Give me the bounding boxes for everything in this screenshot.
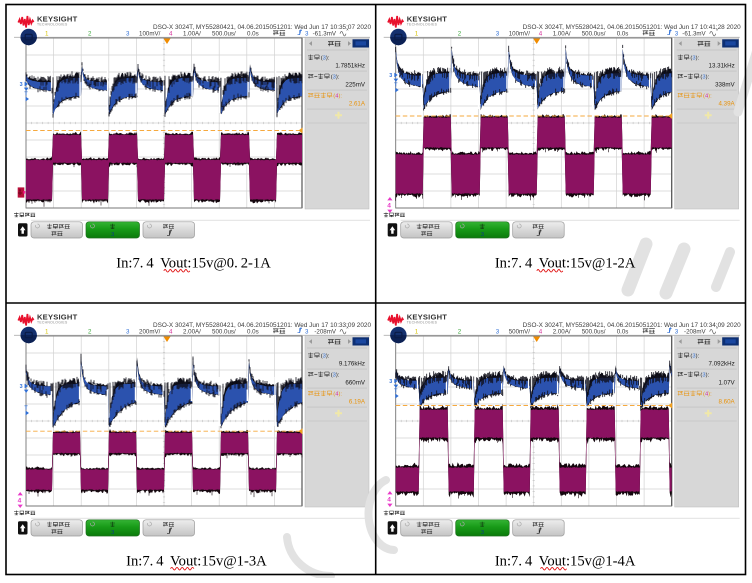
svg-text:2: 2: [458, 328, 462, 335]
svg-text:2.61A: 2.61A: [349, 101, 366, 108]
svg-text:3: 3: [305, 328, 309, 335]
svg-text:1.07V: 1.07V: [719, 380, 736, 387]
svg-text:-208mV: -208mV: [314, 328, 337, 335]
svg-text:(4):: (4):: [333, 94, 342, 100]
svg-text:T: T: [394, 388, 398, 394]
svg-text:In:7.4 Vout:15v@1-4A: In:7. 4 Vout:15v@1-4A: [495, 553, 636, 569]
svg-text:DSO-X 3024T, MY55280421, 04.06: DSO-X 3024T, MY55280421, 04.06.201505120…: [153, 322, 371, 329]
svg-text:1: 1: [45, 30, 49, 37]
svg-text:4: 4: [18, 498, 22, 505]
svg-text:(3):: (3):: [700, 373, 709, 379]
svg-text:(4):: (4):: [333, 392, 342, 398]
svg-text:500mV/: 500mV/: [509, 328, 531, 335]
svg-text:0.0s: 0.0s: [617, 30, 629, 37]
svg-text:6.19A: 6.19A: [349, 399, 366, 406]
svg-text:TECHNOLOGIES: TECHNOLOGIES: [37, 23, 68, 27]
svg-text:In:7.4 Vout:15v@0.2-1A: In:7. 4 Vout:15v@0. 2-1A: [116, 255, 271, 271]
svg-text:3: 3: [20, 384, 23, 390]
svg-text:1: 1: [415, 30, 419, 37]
svg-text:(4):: (4):: [703, 94, 712, 100]
svg-text:3: 3: [126, 30, 130, 37]
svg-text:3: 3: [389, 73, 392, 79]
svg-text:2.00A/: 2.00A/: [183, 328, 201, 335]
svg-text:100mV/: 100mV/: [139, 30, 161, 37]
svg-text:3: 3: [111, 232, 114, 238]
svg-text:3: 3: [389, 379, 392, 385]
svg-text:500.0us/: 500.0us/: [212, 328, 236, 335]
svg-text:(3):: (3):: [331, 373, 340, 379]
svg-text:In:7.4 Vout:15v@1-2A: In:7. 4 Vout:15v@1-2A: [495, 255, 636, 271]
svg-text:3: 3: [481, 232, 484, 238]
svg-text:(3):: (3):: [690, 56, 699, 62]
svg-text:3: 3: [675, 30, 679, 37]
svg-text:4: 4: [169, 328, 173, 335]
svg-text:DSO-X 3024T, MY55280421, 04.06: DSO-X 3024T, MY55280421, 04.06.201505120…: [153, 24, 371, 31]
svg-text:1: 1: [415, 328, 419, 335]
svg-text:4: 4: [387, 203, 391, 210]
svg-text:100mV/: 100mV/: [509, 30, 531, 37]
svg-text:200mV/: 200mV/: [139, 328, 161, 335]
svg-text:2.00A/: 2.00A/: [553, 328, 571, 335]
svg-text:3: 3: [496, 30, 500, 37]
svg-text:(3):: (3):: [690, 354, 699, 360]
svg-text:(3):: (3):: [321, 354, 330, 360]
svg-text:1.00A/: 1.00A/: [553, 30, 571, 37]
svg-text:500.0us/: 500.0us/: [582, 30, 606, 37]
svg-text:500.0us/: 500.0us/: [212, 30, 236, 37]
svg-text:338mV: 338mV: [715, 82, 735, 89]
svg-text:(3):: (3):: [331, 75, 340, 81]
svg-text:1: 1: [45, 328, 49, 335]
svg-text:3: 3: [111, 530, 114, 536]
svg-text:0.0s: 0.0s: [617, 328, 629, 335]
svg-text:500.0us/: 500.0us/: [582, 328, 606, 335]
svg-text:4: 4: [539, 30, 543, 37]
svg-text:(3):: (3):: [700, 75, 709, 81]
svg-text:2: 2: [88, 328, 92, 335]
svg-text:2: 2: [88, 30, 92, 37]
svg-text:DSO-X 3024T, MY55280421, 04.06: DSO-X 3024T, MY55280421, 04.06.201505120…: [523, 24, 741, 31]
svg-text:KEYSIGHT: KEYSIGHT: [407, 313, 448, 322]
svg-text:4: 4: [539, 328, 543, 335]
svg-text:T: T: [24, 91, 28, 97]
svg-text:TECHNOLOGIES: TECHNOLOGIES: [407, 23, 438, 27]
svg-text:0.0s: 0.0s: [247, 30, 259, 37]
svg-text:2: 2: [458, 30, 462, 37]
svg-text:-61.3mV: -61.3mV: [313, 30, 337, 37]
svg-text:In:7.4 Vout:15v@1-3A: In:7. 4 Vout:15v@1-3A: [126, 553, 267, 569]
svg-text:7.092kHz: 7.092kHz: [709, 361, 735, 368]
svg-text:DSO-X 3024T, MY55280421, 04.06: DSO-X 3024T, MY55280421, 04.06.201505120…: [523, 322, 741, 329]
svg-text:1.7851kHz: 1.7851kHz: [335, 63, 365, 70]
svg-text:KEYSIGHT: KEYSIGHT: [37, 313, 78, 322]
svg-text:KEYSIGHT: KEYSIGHT: [37, 15, 78, 24]
svg-text:T: T: [24, 405, 28, 411]
svg-text:TECHNOLOGIES: TECHNOLOGIES: [407, 321, 438, 325]
svg-text:8.60A: 8.60A: [719, 399, 736, 406]
svg-text:3: 3: [481, 530, 484, 536]
svg-text:660mV: 660mV: [345, 380, 365, 387]
svg-text:3: 3: [675, 328, 679, 335]
svg-text:3: 3: [496, 328, 500, 335]
svg-text:13.31kHz: 13.31kHz: [709, 63, 735, 70]
svg-text:0.0s: 0.0s: [247, 328, 259, 335]
svg-text:3: 3: [305, 30, 309, 37]
svg-text:3: 3: [126, 328, 130, 335]
svg-text:4.39A: 4.39A: [719, 101, 736, 108]
svg-text:4: 4: [169, 30, 173, 37]
svg-text:(4):: (4):: [703, 392, 712, 398]
svg-text:4: 4: [387, 497, 391, 504]
svg-text:225mV: 225mV: [345, 82, 365, 89]
svg-text:KEYSIGHT: KEYSIGHT: [407, 15, 448, 24]
svg-text:1.00A/: 1.00A/: [183, 30, 201, 37]
svg-text:(3):: (3):: [321, 56, 330, 62]
svg-text:9.176kHz: 9.176kHz: [339, 361, 365, 368]
svg-text:3: 3: [20, 82, 23, 88]
svg-text:-61.3mV: -61.3mV: [682, 30, 706, 37]
svg-text:T: T: [394, 82, 398, 88]
svg-text:-208mV: -208mV: [684, 328, 707, 335]
svg-text:TECHNOLOGIES: TECHNOLOGIES: [37, 321, 68, 325]
